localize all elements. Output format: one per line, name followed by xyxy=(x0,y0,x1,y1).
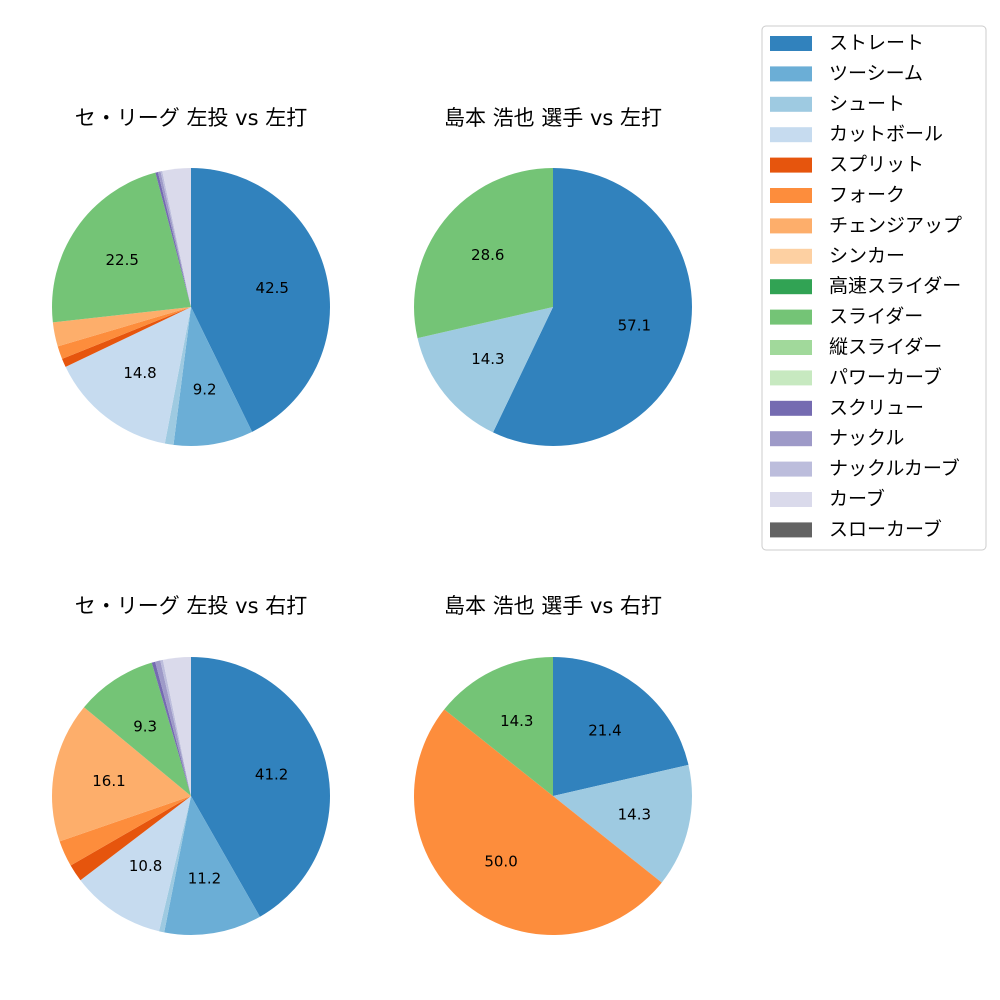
legend-label: スクリュー xyxy=(829,397,924,419)
pie-slice xyxy=(52,172,191,323)
pie-slice xyxy=(59,796,192,866)
pie-slice xyxy=(155,171,191,307)
pie-slice xyxy=(493,168,693,446)
slice-value-label: 14.3 xyxy=(500,712,533,730)
pie-slice xyxy=(444,657,553,796)
legend-swatch xyxy=(770,461,812,477)
pie-slice xyxy=(164,796,260,936)
legend-swatch xyxy=(770,400,812,416)
pie-slice xyxy=(160,659,191,796)
slice-value-label: 28.6 xyxy=(471,246,504,264)
slice-value-label: 14.3 xyxy=(471,350,504,368)
legend-swatch xyxy=(770,127,812,143)
pie-slice xyxy=(164,307,191,445)
legend-label: 縦スライダー xyxy=(829,336,942,358)
pie-slice xyxy=(162,657,191,796)
slice-value-label: 10.8 xyxy=(129,857,162,875)
pie-slice xyxy=(160,171,191,307)
legend-swatch xyxy=(770,370,812,386)
pie-title: 島本 浩也 選手 vs 左打 xyxy=(444,106,662,130)
slice-value-label: 50.0 xyxy=(484,852,517,870)
pie-slice xyxy=(52,307,192,347)
legend-label: パワーカーブ xyxy=(829,365,942,388)
pie-title: セ・リーグ 左投 vs 左打 xyxy=(75,106,307,130)
pie-chart-shimamoto-vs-right: 島本 浩也 選手 vs 右打 21.4 14.3 50.0 14.3 xyxy=(414,594,692,935)
slice-value-label: 11.2 xyxy=(188,869,221,887)
pie-slice xyxy=(65,307,191,444)
legend-label: シュート xyxy=(829,93,905,115)
legend-swatch xyxy=(770,522,812,538)
legend-label: フォーク xyxy=(829,184,905,206)
legend: ストレートツーシームシュートカットボールスプリットフォークチェンジアップシンカー… xyxy=(761,25,987,551)
legend-label: カットボール xyxy=(829,123,943,145)
pie-slice xyxy=(414,709,662,935)
pie-slice xyxy=(553,764,692,883)
legend-label: シンカー xyxy=(829,245,905,267)
slice-value-label: 57.1 xyxy=(618,316,651,334)
legend-swatch xyxy=(770,188,812,203)
legend-label: カーブ xyxy=(829,487,885,510)
pie-slice xyxy=(70,796,191,881)
legend-swatch xyxy=(770,492,812,507)
pie-slice xyxy=(162,168,191,307)
pie-slice xyxy=(155,660,191,796)
slice-value-label: 9.3 xyxy=(133,717,157,735)
legend-label: ナックルカーブ xyxy=(829,457,960,480)
slice-value-label: 22.5 xyxy=(105,251,138,269)
legend-frame xyxy=(761,25,987,551)
pie-chart-league-vs-left: セ・リーグ 左投 vs 左打 42.5 9.2 14.8 22.5 xyxy=(52,106,331,446)
pie-slice xyxy=(57,307,192,359)
legend-label: チェンジアップ xyxy=(829,214,962,236)
pie-slice xyxy=(157,171,191,307)
legend-swatch xyxy=(770,66,812,82)
slice-value-label: 41.2 xyxy=(255,766,288,784)
slice-value-label: 14.3 xyxy=(618,805,651,823)
slice-value-label: 9.2 xyxy=(193,380,217,398)
legend-label: ツーシーム xyxy=(829,62,923,84)
slice-value-label: 42.5 xyxy=(256,279,289,297)
pie-slice xyxy=(51,707,191,842)
legend-swatch xyxy=(770,96,812,112)
pie-slice xyxy=(62,307,192,367)
pie-chart-shimamoto-vs-left: 島本 浩也 選手 vs 左打 57.1 14.3 28.6 xyxy=(414,106,693,446)
pie-title: セ・リーグ 左投 vs 右打 xyxy=(75,594,307,618)
pie-slice xyxy=(414,168,553,339)
pie-slice xyxy=(417,307,553,433)
pie-chart-league-vs-right: セ・リーグ 左投 vs 右打 41.2 11.2 10.8 16.1 9.3 xyxy=(51,594,331,936)
pie-slice xyxy=(84,662,191,796)
legend-swatch xyxy=(770,431,812,447)
pie-slice xyxy=(173,307,253,446)
pie-slice xyxy=(158,796,191,933)
pie-slice xyxy=(191,657,331,917)
legend-label: ストレート xyxy=(829,32,924,54)
slice-value-label: 16.1 xyxy=(92,772,125,790)
pie-title: 島本 浩也 選手 vs 右打 xyxy=(444,594,662,618)
legend-swatch xyxy=(770,279,812,295)
legend-label: ナックル xyxy=(829,427,904,449)
legend-label: スライダー xyxy=(829,306,923,328)
slice-value-label: 14.8 xyxy=(123,364,156,382)
legend-swatch xyxy=(770,309,812,325)
legend-swatch xyxy=(770,340,812,355)
legend-swatch xyxy=(770,157,812,173)
legend-label: 高速スライダー xyxy=(829,275,961,297)
legend-swatch xyxy=(770,218,812,234)
pie-slice xyxy=(191,168,331,432)
legend-label: スプリット xyxy=(829,154,924,176)
pie-slice xyxy=(151,661,191,796)
legend-swatch xyxy=(770,248,812,264)
legend-swatch xyxy=(770,36,812,51)
legend-label: スローカーブ xyxy=(829,517,942,540)
slice-value-label: 21.4 xyxy=(588,722,621,740)
pie-slice xyxy=(553,657,689,796)
pie-slice xyxy=(80,796,191,932)
